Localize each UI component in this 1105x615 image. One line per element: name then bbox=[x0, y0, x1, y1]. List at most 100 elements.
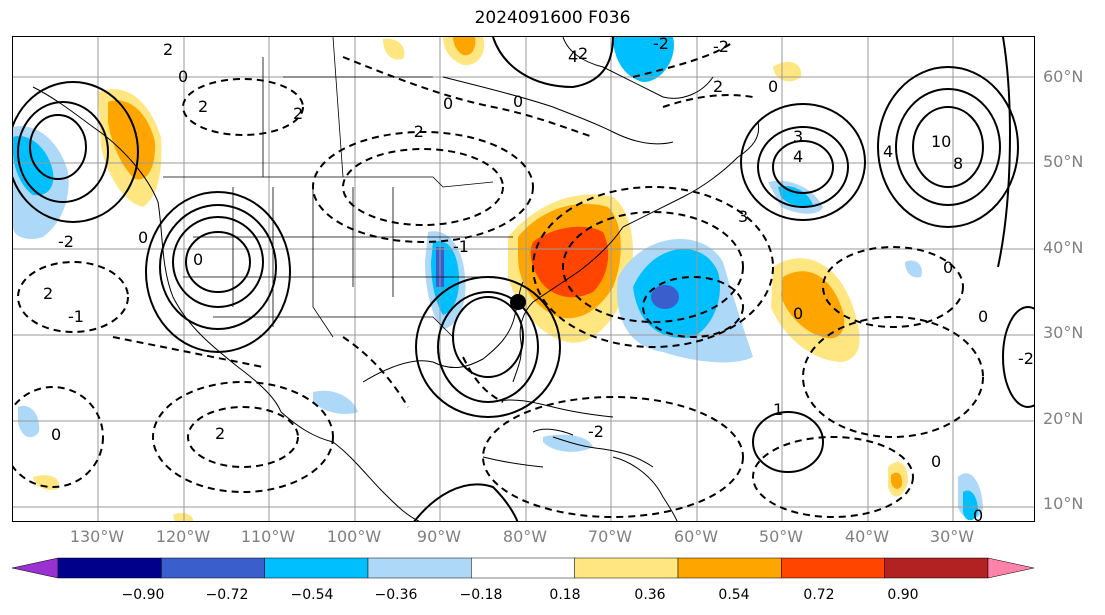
contour-label: 2 bbox=[198, 97, 208, 116]
contour-label: 3 bbox=[793, 127, 803, 146]
positive-anomaly-midatlantic-core bbox=[781, 271, 845, 339]
negative-anomaly-atlantic-max bbox=[651, 285, 679, 309]
colorbar-tick: 0.90 bbox=[887, 587, 919, 603]
contour-label: 0 bbox=[51, 425, 61, 444]
lon-label: 40°W bbox=[844, 527, 890, 546]
contour-label: -2 bbox=[1018, 349, 1034, 368]
colorbar-tick: −0.72 bbox=[205, 587, 249, 603]
storm-center-dot bbox=[510, 294, 526, 310]
negative-anomaly-caribbean bbox=[543, 434, 593, 452]
contour-label: 0 bbox=[178, 67, 188, 86]
solid-contours bbox=[13, 37, 1034, 521]
coastlines bbox=[32, 37, 760, 521]
dashed-contours bbox=[13, 41, 984, 518]
contour-label: -2 bbox=[408, 122, 424, 141]
contour-label: 0 bbox=[943, 258, 953, 277]
colorbar bbox=[11, 557, 1035, 579]
colorbar-segment bbox=[781, 557, 885, 579]
negative-anomaly-pacific-core bbox=[13, 136, 54, 196]
contour-label: 3 bbox=[738, 207, 748, 226]
colorbar-tick: −0.90 bbox=[121, 587, 165, 603]
positive-anomaly-baffin bbox=[383, 38, 405, 60]
contour-label: 4 bbox=[883, 142, 893, 161]
contour-label: 2 bbox=[713, 77, 723, 96]
negative-anomaly-mexico bbox=[313, 390, 358, 414]
lon-label: 80°W bbox=[502, 527, 548, 546]
contour-label: 1 bbox=[773, 400, 783, 419]
positive-anomaly-eastpac2 bbox=[173, 513, 194, 521]
negative-anomaly-northatlantic-core bbox=[778, 186, 813, 207]
contour-label: 2 bbox=[43, 284, 53, 303]
contour-label: 4 bbox=[568, 47, 578, 66]
positive-anomaly-tropatl1-core bbox=[891, 472, 903, 489]
contour-label: 0 bbox=[973, 506, 983, 522]
contour-label: 2 bbox=[215, 424, 225, 443]
contour-label: 0 bbox=[931, 452, 941, 471]
lon-label: 110°W bbox=[240, 527, 296, 546]
contour-label: 0 bbox=[978, 307, 988, 326]
colorbar-segment bbox=[471, 557, 575, 579]
contour-label: 0 bbox=[443, 94, 453, 113]
colorbar-tick: 0.54 bbox=[718, 587, 750, 603]
contour-label: -2 bbox=[713, 37, 729, 56]
contour-label: -2 bbox=[58, 232, 74, 251]
colorbar-tick: 0.18 bbox=[549, 587, 581, 603]
colorbar-segment bbox=[884, 557, 989, 579]
colorbar-tick: 0.72 bbox=[803, 587, 835, 603]
negative-anomaly-azores bbox=[905, 260, 922, 278]
lon-label: 130°W bbox=[69, 527, 125, 546]
positive-anomaly-eastus-max bbox=[530, 226, 609, 298]
map-canvas: 2 2 0 2 0 -2 2 0 3 4 -2 -2 0 2 4 3 4 10 … bbox=[13, 37, 1034, 522]
contour-label: 4 bbox=[793, 147, 803, 166]
colorbar-segment bbox=[677, 557, 782, 579]
contour-label: -2 bbox=[653, 37, 669, 53]
lat-label: 20°N bbox=[1043, 409, 1084, 428]
lon-label: 30°W bbox=[929, 527, 975, 546]
contour-label: 0 bbox=[513, 92, 523, 111]
contour-label: 10 bbox=[931, 132, 951, 151]
colorbar-segment bbox=[574, 557, 679, 579]
borders bbox=[163, 37, 513, 338]
lon-label: 100°W bbox=[326, 527, 382, 546]
lon-label: 90°W bbox=[416, 527, 462, 546]
colorbar-segment bbox=[367, 557, 472, 579]
colorbar-segment bbox=[57, 557, 162, 579]
colorbar-segment bbox=[161, 557, 265, 579]
map-title: 2024091600 F036 bbox=[474, 8, 631, 28]
colorbar-extend-high bbox=[987, 557, 1035, 579]
positive-anomaly-pacnw-core bbox=[108, 100, 156, 180]
contour-label: 0 bbox=[138, 228, 148, 247]
positive-anomaly-hudson-core bbox=[453, 37, 476, 56]
map-panel: 2 2 0 2 0 -2 2 0 3 4 -2 -2 0 2 4 3 4 10 … bbox=[12, 36, 1035, 522]
colorbar-tick: −0.18 bbox=[459, 587, 503, 603]
lon-label: 120°W bbox=[155, 527, 211, 546]
positive-anomaly-labrador bbox=[773, 61, 802, 82]
lon-label: 60°W bbox=[673, 527, 719, 546]
contour-label: 2 bbox=[578, 44, 588, 63]
colorbar-segment bbox=[264, 557, 369, 579]
lat-label: 40°N bbox=[1043, 238, 1084, 257]
lat-label: 10°N bbox=[1043, 494, 1084, 513]
contour-label: -1 bbox=[453, 237, 469, 256]
lat-label: 30°N bbox=[1043, 323, 1084, 342]
contour-label: 2 bbox=[293, 104, 303, 123]
contour-label: 0 bbox=[768, 77, 778, 96]
colorbar-tick: −0.54 bbox=[290, 587, 334, 603]
colorbar-tick: −0.36 bbox=[374, 587, 418, 603]
contour-labels: 2 2 0 2 0 -2 2 0 3 4 -2 -2 0 2 4 3 4 10 … bbox=[43, 37, 1034, 522]
lon-label: 70°W bbox=[587, 527, 633, 546]
anomaly-shading bbox=[13, 37, 983, 521]
lon-label: 50°W bbox=[758, 527, 804, 546]
colorbar-tick: 0.36 bbox=[634, 587, 666, 603]
lat-label: 50°N bbox=[1043, 152, 1084, 171]
contour-label: -2 bbox=[588, 422, 604, 441]
graticule bbox=[13, 37, 1034, 521]
contour-label: 8 bbox=[953, 154, 963, 173]
negative-anomaly-tropatl-core bbox=[963, 490, 978, 521]
contour-label: 2 bbox=[163, 40, 173, 59]
contour-label: 0 bbox=[193, 250, 203, 269]
contour-label: 0 bbox=[793, 304, 803, 323]
colorbar-extend-low bbox=[11, 557, 59, 579]
contour-label: -1 bbox=[68, 307, 84, 326]
lat-label: 60°N bbox=[1043, 67, 1084, 86]
